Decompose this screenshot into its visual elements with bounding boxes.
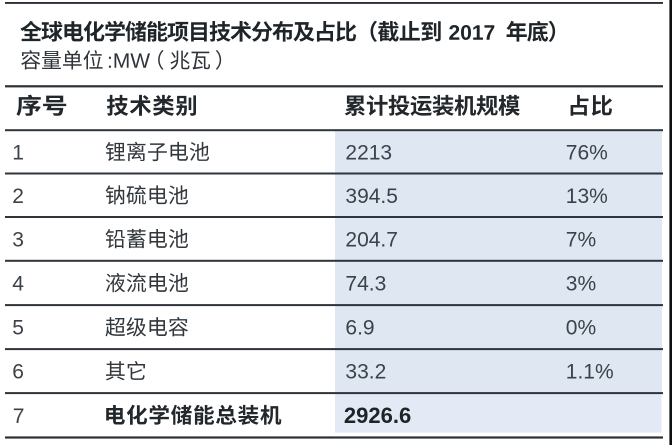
svg-text:76%: 76%	[566, 141, 608, 164]
svg-text:13%: 13%	[566, 185, 608, 208]
svg-text:33.2: 33.2	[345, 361, 386, 384]
svg-text:1.1%: 1.1%	[566, 361, 614, 384]
svg-text:74.3: 74.3	[345, 273, 386, 296]
svg-text:394.5: 394.5	[345, 185, 398, 208]
svg-text:0%: 0%	[566, 317, 596, 340]
svg-text:2926.6: 2926.6	[344, 403, 411, 428]
svg-text:7%: 7%	[566, 229, 596, 252]
svg-text:2: 2	[12, 185, 24, 208]
svg-text:6: 6	[12, 361, 24, 384]
svg-text:2213: 2213	[345, 141, 392, 164]
svg-text:3%: 3%	[566, 273, 596, 296]
svg-text:204.7: 204.7	[345, 229, 398, 252]
svg-text:5: 5	[12, 317, 24, 340]
svg-text:4: 4	[12, 273, 24, 296]
svg-text:3: 3	[12, 229, 24, 252]
svg-text:7: 7	[13, 405, 25, 428]
svg-text:6.9: 6.9	[345, 317, 374, 340]
svg-text:1: 1	[12, 141, 24, 164]
